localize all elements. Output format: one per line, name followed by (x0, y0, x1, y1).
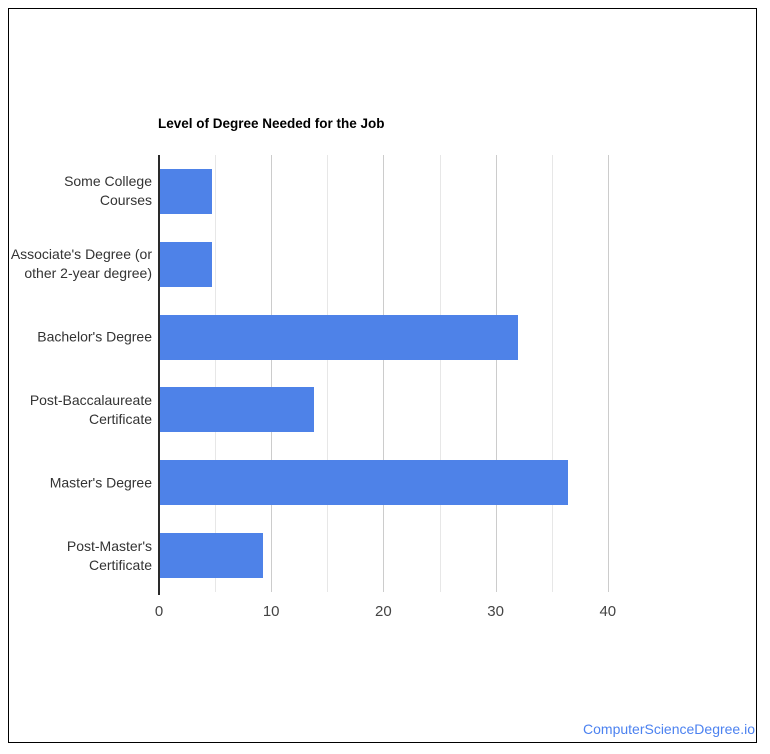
category-label: Bachelor's Degree (37, 328, 152, 345)
category-label: Some College Courses (64, 173, 152, 209)
gridline-minor (327, 155, 329, 592)
bar (160, 241, 212, 287)
x-tick-label: 40 (599, 603, 617, 620)
gridline-major (271, 155, 273, 592)
gridline-minor (215, 155, 217, 592)
bar (160, 168, 212, 214)
bar (160, 460, 568, 506)
x-tick-label: 30 (487, 603, 504, 620)
x-tick-label: 0 (154, 603, 164, 620)
y-axis-line (158, 155, 160, 595)
bar (160, 314, 518, 360)
category-label: Post-Master's Certificate (66, 537, 152, 573)
category-label: Master's Degree (49, 474, 152, 491)
gridline-major (383, 155, 385, 592)
gridline-minor (551, 155, 553, 592)
category-label: Post-Baccalaureate Certificate (29, 391, 152, 427)
chart-border-frame (8, 8, 757, 743)
bar (160, 533, 263, 579)
gridline-major (607, 155, 609, 592)
gridline-major (495, 155, 497, 592)
x-tick-label: 10 (262, 603, 280, 620)
x-tick-label: 20 (375, 603, 392, 620)
category-label: Associate's Degree (or other 2-year degr… (10, 246, 152, 282)
bar (160, 387, 314, 433)
watermark-link[interactable]: ComputerScienceDegree.io (583, 721, 755, 737)
chart-title: Level of Degree Needed for the Job (158, 116, 385, 131)
gridline-minor (439, 155, 441, 592)
